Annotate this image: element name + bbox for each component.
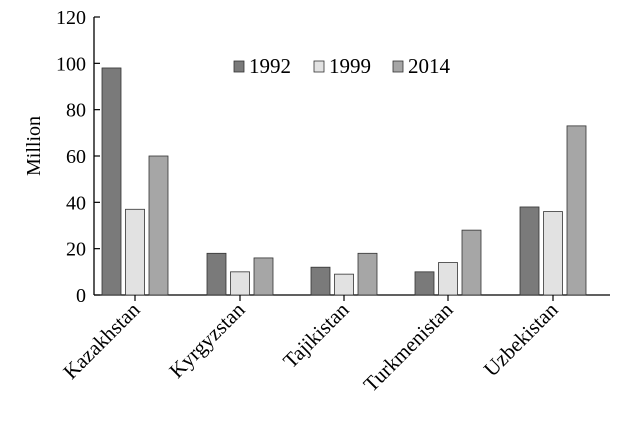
x-tick-label-tajikistan: Tajikistan xyxy=(278,297,354,373)
x-tick-label-kazakhstan: Kazakhstan xyxy=(58,297,145,384)
y-tick-label: 60 xyxy=(66,146,86,168)
y-axis-label: Million xyxy=(23,116,45,176)
bar-1992-kazakhstan xyxy=(101,67,122,296)
bar-1992-tajikistan xyxy=(310,266,331,296)
legend-swatch-2014 xyxy=(392,60,404,73)
bar-1999-tajikistan xyxy=(334,273,354,296)
y-tick-label: 80 xyxy=(66,100,86,122)
bar-1999-kyrgyzstan xyxy=(230,271,250,296)
bar-1992-uzbekistan xyxy=(519,206,540,296)
bar-1992-turkmenistan xyxy=(414,271,435,296)
bar-2014-tajikistan xyxy=(357,252,378,296)
legend-swatch-1992 xyxy=(233,60,245,73)
bar-2014-kazakhstan xyxy=(148,155,169,296)
bar-1999-kazakhstan xyxy=(125,208,145,296)
x-tick-label-kyrgyzstan: Kyrgyzstan xyxy=(164,297,250,383)
legend-swatch-1999 xyxy=(313,60,325,73)
bar-2014-kyrgyzstan xyxy=(253,257,274,296)
legend-label-2014: 2014 xyxy=(408,54,451,78)
bar-1999-turkmenistan xyxy=(438,262,458,296)
bar-2014-uzbekistan xyxy=(566,125,587,296)
y-tick-label: 40 xyxy=(66,192,86,214)
plot-area: 0 20 40 60 80 100 120 Kazakhstan Kyrgyzstan Tajik… xyxy=(56,7,610,396)
bar-1999-uzbekistan xyxy=(543,211,563,296)
bar-2014-turkmenistan xyxy=(461,229,482,296)
x-tick-label-uzbekistan: Uzbekistan xyxy=(479,297,563,381)
y-tick-label: 100 xyxy=(56,53,86,75)
y-tick-label: 0 xyxy=(76,285,86,307)
y-tick-label: 20 xyxy=(66,239,86,261)
y-tick-label: 120 xyxy=(56,7,86,29)
legend-label-1999: 1999 xyxy=(329,54,371,78)
legend-label-1992: 1992 xyxy=(249,54,291,78)
bar-1992-kyrgyzstan xyxy=(206,252,227,296)
x-tick-label-turkmenistan: Turkmenistan xyxy=(359,297,458,396)
